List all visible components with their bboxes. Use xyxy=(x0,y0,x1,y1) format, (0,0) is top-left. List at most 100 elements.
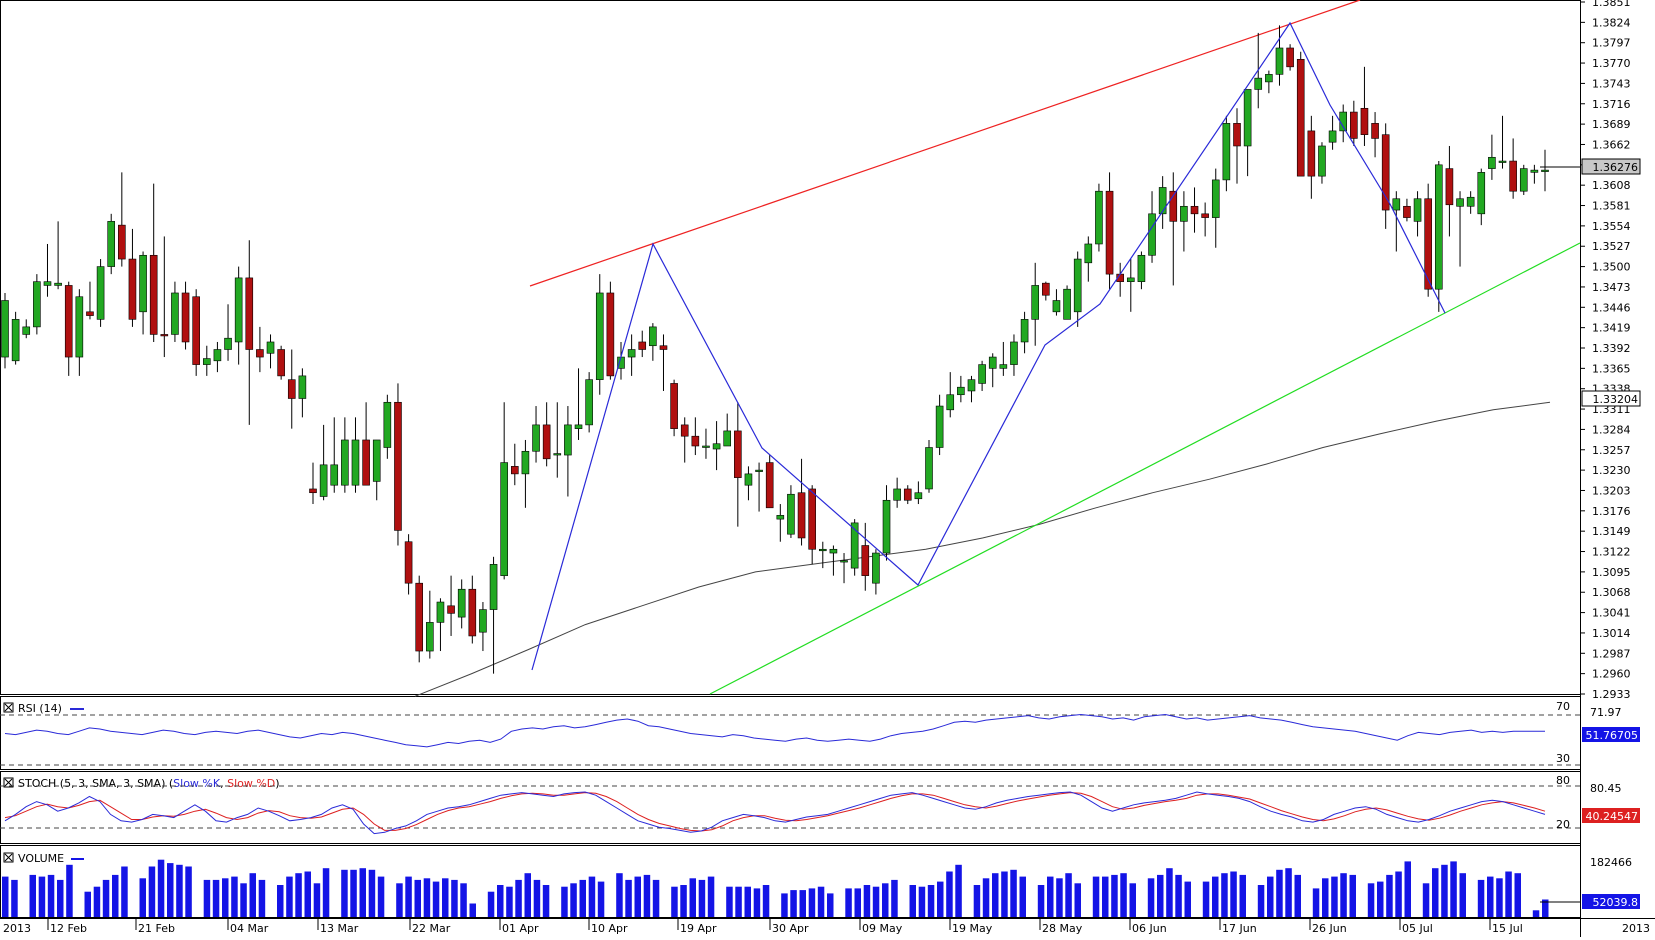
price-axis: 1.3851 1.3824 1.3797 1.3770 1.3743 1.3716 1.36… xyxy=(1580,0,1631,701)
candle-up xyxy=(1413,198,1422,222)
volume-bar xyxy=(38,876,46,917)
volume-bar xyxy=(1349,874,1356,917)
lower-trendline xyxy=(709,242,1581,695)
candle-up xyxy=(1010,341,1018,365)
candle-down xyxy=(1169,190,1178,222)
rsi-close-icon[interactable] xyxy=(3,702,14,713)
stoch-close-icon[interactable] xyxy=(3,777,14,788)
volume-bar xyxy=(891,879,898,917)
ma-value-label: 1.33204 xyxy=(1593,393,1639,406)
candle-down xyxy=(128,258,137,320)
candle-up xyxy=(1020,319,1029,343)
volume-bar xyxy=(698,879,706,917)
volume-bar xyxy=(405,876,412,917)
volume-bar xyxy=(157,859,165,917)
candle-down xyxy=(1042,282,1050,296)
volume-bars xyxy=(2,859,1549,917)
volume-bar xyxy=(258,879,266,917)
ma-200-path xyxy=(414,401,1551,697)
price-tick-label: 1.3068 xyxy=(1592,586,1631,599)
volume-bar xyxy=(1257,885,1265,917)
time-tick-label: 17 Jun xyxy=(1222,922,1257,935)
candle-down xyxy=(1403,205,1411,218)
rsi-upper-level-label: 70 xyxy=(1556,700,1570,713)
candle-up xyxy=(988,356,997,369)
volume-bar xyxy=(1386,874,1393,917)
volume-bar xyxy=(781,893,788,917)
candle-down xyxy=(149,254,158,335)
time-tick-label: 01 Apr xyxy=(502,922,539,935)
volume-bar xyxy=(469,903,476,917)
price-tick-label: 1.3095 xyxy=(1592,566,1631,579)
candle-down xyxy=(734,430,742,478)
candle-up xyxy=(787,493,795,535)
candle-down xyxy=(680,424,689,437)
volume-bar xyxy=(753,888,761,917)
stoch-value-box xyxy=(1582,808,1640,823)
price-tick-label: 1.3041 xyxy=(1592,607,1631,620)
candle-down xyxy=(404,541,413,584)
candle-up xyxy=(1084,243,1093,264)
candle-down xyxy=(808,488,816,550)
volume-bar xyxy=(1001,871,1008,917)
volume-bar xyxy=(350,869,357,917)
candle-up xyxy=(1466,196,1475,207)
volume-bar xyxy=(1129,883,1136,917)
candle-up xyxy=(882,499,891,554)
volume-bar xyxy=(2,876,9,917)
candle-down xyxy=(256,349,264,358)
volume-bar xyxy=(359,868,366,917)
price-tick-label: 1.3014 xyxy=(1592,627,1631,640)
candle-down xyxy=(1286,47,1294,68)
stoch-value-label: 40.24547 xyxy=(1586,810,1639,823)
stoch-lines xyxy=(4,791,1546,835)
volume-bar xyxy=(121,866,128,917)
candle-up xyxy=(595,292,604,380)
candle-up xyxy=(1519,168,1528,192)
volume-bar xyxy=(322,868,330,917)
volume-bar xyxy=(1432,868,1439,917)
candle-up xyxy=(234,277,243,343)
candle-up xyxy=(564,424,572,456)
volume-bar xyxy=(854,888,861,917)
volume-bar xyxy=(1092,876,1100,917)
candle-up xyxy=(500,462,508,576)
volume-close-icon[interactable] xyxy=(3,852,14,863)
candle-down xyxy=(861,545,870,576)
volume-bar xyxy=(497,885,504,917)
volume-bar xyxy=(735,886,742,917)
volume-bar xyxy=(1532,910,1540,917)
volume-bar xyxy=(11,879,18,917)
volume-bar xyxy=(29,874,36,917)
candle-up xyxy=(479,609,487,633)
price-tick-label: 1.3284 xyxy=(1592,423,1631,436)
candle-up xyxy=(75,296,84,358)
candle-up xyxy=(553,453,562,456)
rsi-value-label: 51.76705 xyxy=(1586,729,1639,742)
time-tick-label: 19 May xyxy=(952,922,993,935)
volume-bar xyxy=(616,873,623,917)
candle-up xyxy=(1126,277,1135,282)
volume-bar xyxy=(1202,881,1210,917)
candle-down xyxy=(362,439,370,486)
candle-up xyxy=(383,401,392,448)
volume-bar xyxy=(762,885,770,917)
candle-down xyxy=(606,292,615,377)
candle-down xyxy=(659,345,668,350)
price-tick-label: 1.2987 xyxy=(1592,647,1631,660)
volume-bar xyxy=(643,874,651,917)
volume-bar xyxy=(1477,879,1485,917)
volume-bar xyxy=(1422,883,1430,917)
time-tick-label: 15 Jul xyxy=(1492,922,1523,935)
candle-up xyxy=(1031,285,1040,320)
candle-down xyxy=(1424,198,1432,290)
price-tick-label: 1.3581 xyxy=(1592,200,1631,213)
volume-bar xyxy=(231,876,238,917)
volume-bar xyxy=(47,874,55,917)
candle-up xyxy=(627,349,636,358)
candle-up xyxy=(1137,254,1146,282)
candle-up xyxy=(723,430,732,447)
volume-bar xyxy=(579,879,586,917)
